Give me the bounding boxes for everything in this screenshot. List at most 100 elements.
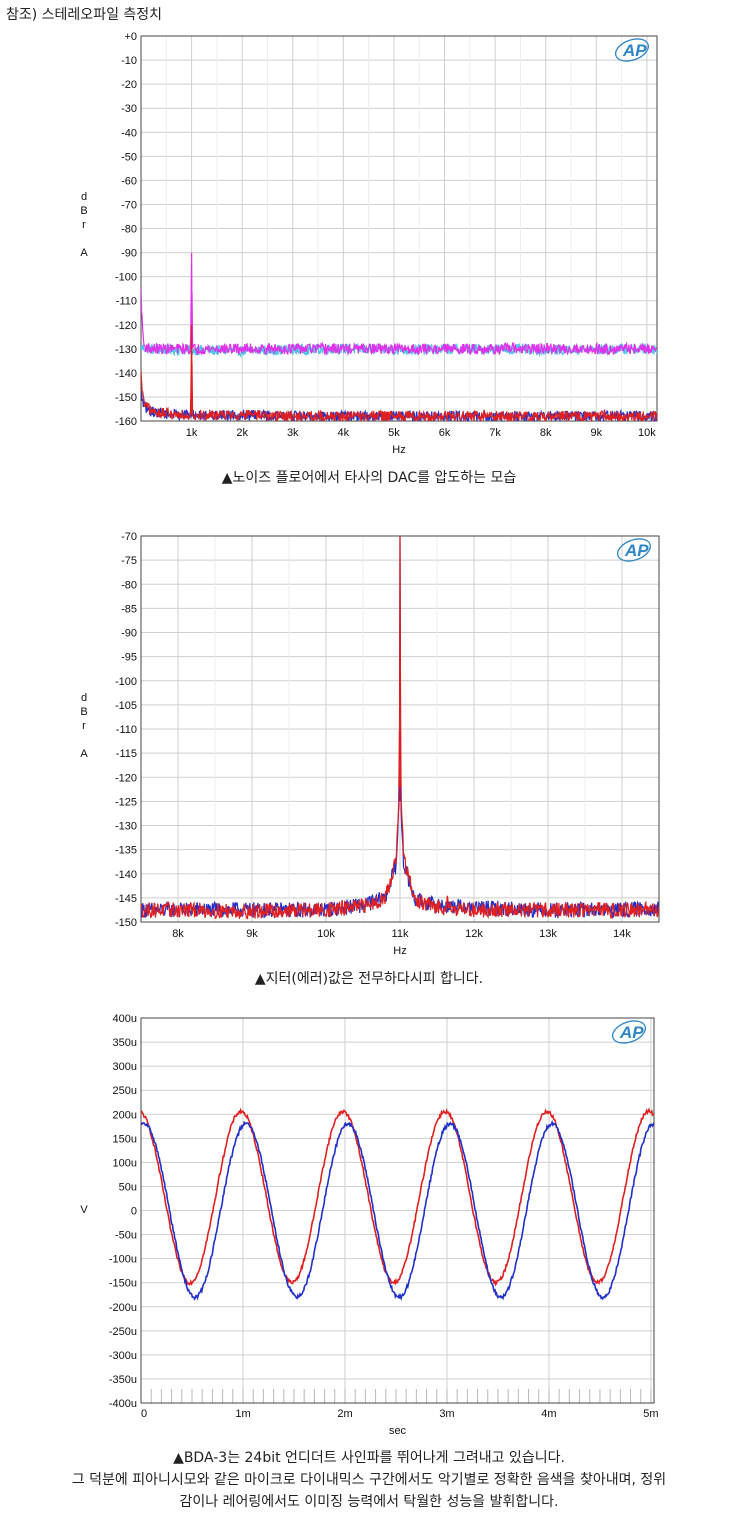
caption-sine-line2: 그 덕분에 피아니시모와 같은 마이크로 다이내믹스 구간에서도 악기별로 정확…: [71, 1472, 667, 1488]
y-tick-label: 50u: [119, 1181, 137, 1193]
y-tick-label: -300u: [109, 1350, 137, 1362]
y-tick-label: -40: [121, 127, 137, 139]
series-line: [141, 1119, 654, 1302]
x-tick-label: 8k: [540, 427, 552, 439]
y-tick-label: -105: [115, 700, 137, 712]
y-axis-label: A: [80, 748, 88, 760]
y-tick-label: -250u: [109, 1326, 137, 1338]
caption-sine-line3: 감이나 레어링에서도 이미징 능력에서 탁월한 성능을 발휘합니다.: [179, 1494, 559, 1510]
x-tick-label: 4k: [338, 427, 350, 439]
y-axis-label: d: [81, 692, 87, 704]
x-tick-label: 3m: [439, 1408, 454, 1420]
y-tick-label: -150: [115, 392, 137, 404]
y-tick-label: -140: [115, 869, 137, 881]
x-tick-label: 9k: [590, 427, 602, 439]
y-tick-label: -20: [121, 79, 137, 91]
x-tick-label: 8k: [172, 928, 184, 940]
series-line: [141, 1107, 654, 1287]
x-tick-label: 1m: [235, 1408, 250, 1420]
y-tick-label: -100: [115, 676, 137, 688]
x-tick-label: 4m: [541, 1408, 556, 1420]
x-tick-label: 3k: [287, 427, 299, 439]
ap-logo: AP: [624, 541, 649, 560]
x-tick-label: 14k: [613, 928, 631, 940]
sine-wave-chart: 400u 350u 300u 250u 200u 150u 100u 50u 0 -50u -100…: [80, 1013, 658, 1437]
ap-logo-ring: [617, 538, 651, 562]
x-tick-label: 7k: [489, 427, 501, 439]
x-axis-label: Hz: [393, 945, 406, 957]
caption-sine-line1: ▲BDA-3는 24bit 언디더트 사인파를 뛰어나게 그려내고 있습니다.: [173, 1450, 565, 1466]
y-tick-label: 250u: [113, 1085, 137, 1097]
y-axis-label: B: [80, 706, 87, 718]
y-tick-label: -10: [121, 55, 137, 67]
series-line: [141, 324, 657, 421]
y-axis-label: r: [82, 219, 86, 231]
jitter-fft-chart: -70 -75 -80 -85 -90 -95 -100 -105 -110 -115 -120 -1…: [80, 531, 660, 957]
x-tick-label: 2m: [337, 1408, 352, 1420]
y-tick-label: -135: [115, 845, 137, 857]
y-tick-label: -90: [121, 248, 137, 260]
series-line: [141, 536, 659, 920]
y-tick-label: -85: [121, 603, 137, 615]
x-tick-label: 1k: [186, 427, 198, 439]
y-tick-label: -125: [115, 796, 137, 808]
y-tick-label: -50: [121, 151, 137, 163]
x-axis-label: Hz: [392, 444, 405, 456]
y-tick-label: -80: [121, 224, 137, 236]
x-tick-label: 2k: [236, 427, 248, 439]
ap-logo-ring: [612, 1020, 646, 1044]
y-tick-label: -60: [121, 175, 137, 187]
x-tick-label: 13k: [539, 928, 557, 940]
y-tick-label: 100u: [113, 1157, 137, 1169]
y-tick-label: -120: [115, 772, 137, 784]
y-tick-label: -400u: [109, 1398, 137, 1410]
x-tick-label: 5k: [388, 427, 400, 439]
series-line: [141, 252, 657, 357]
y-tick-label: -100: [115, 272, 137, 284]
y-tick-label: -30: [121, 103, 137, 115]
y-tick-label: -70: [121, 531, 137, 543]
y-tick-label: -150u: [109, 1278, 137, 1290]
x-axis-label: sec: [389, 1425, 407, 1437]
y-tick-label: -90: [121, 628, 137, 640]
y-tick-label: 150u: [113, 1133, 137, 1145]
y-tick-label: -140: [115, 368, 137, 380]
y-tick-label: -200u: [109, 1302, 137, 1314]
y-tick-label: -130: [115, 821, 137, 833]
x-tick-label: 5m: [643, 1408, 658, 1420]
plot-frame: [140, 1017, 655, 1404]
caption-jitter: ▲지터(에러)값은 전무하다시피 합니다.: [254, 971, 484, 987]
y-tick-label: -350u: [109, 1374, 137, 1386]
y-tick-label: -50u: [115, 1230, 137, 1242]
x-tick-label: 11k: [392, 928, 409, 940]
page-heading: 참조) 스테레오파일 측정치: [6, 7, 163, 23]
y-tick-label: -130: [115, 344, 137, 356]
y-tick-label: +0: [124, 31, 137, 43]
x-tick-label: 0: [141, 1408, 147, 1420]
x-tick-label: 6k: [439, 427, 451, 439]
caption-noise-floor: ▲노이즈 플로어에서 타사의 DAC를 압도하는 모습: [221, 470, 517, 486]
y-tick-label: -145: [115, 893, 137, 905]
y-axis-label: r: [82, 720, 86, 732]
x-tick-label: 12k: [465, 928, 483, 940]
ap-logo: AP: [622, 41, 647, 60]
y-tick-label: -70: [121, 199, 137, 211]
y-tick-label: -110: [116, 296, 137, 308]
ap-logo-ring: [615, 38, 649, 62]
y-tick-label: -110: [116, 724, 137, 736]
y-tick-label: -115: [116, 748, 137, 760]
y-tick-label: -80: [121, 579, 137, 591]
y-tick-label: 300u: [113, 1061, 137, 1073]
y-tick-label: -95: [121, 652, 137, 664]
y-axis-label: A: [80, 247, 88, 259]
plot-frame: [140, 35, 658, 422]
y-axis-label: V: [80, 1204, 88, 1216]
y-tick-label: 0: [131, 1206, 137, 1218]
y-tick-label: 350u: [113, 1037, 137, 1049]
y-tick-label: -150: [115, 917, 137, 929]
x-tick-label: 10k: [317, 928, 335, 940]
y-tick-label: -160: [115, 416, 137, 428]
y-tick-label: 200u: [113, 1109, 137, 1121]
y-axis-label: d: [81, 191, 87, 203]
x-tick-label: 9k: [246, 928, 258, 940]
